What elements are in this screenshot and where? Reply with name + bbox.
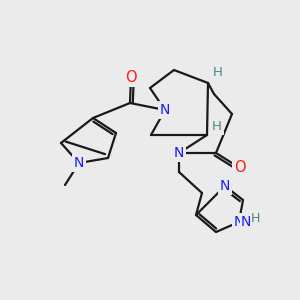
Text: N: N bbox=[174, 146, 184, 160]
Text: N: N bbox=[160, 103, 170, 117]
Text: H: H bbox=[213, 65, 223, 79]
Text: H: H bbox=[251, 212, 260, 226]
Text: H: H bbox=[212, 121, 222, 134]
Text: O: O bbox=[125, 70, 137, 86]
Text: N: N bbox=[241, 215, 251, 229]
Text: N: N bbox=[234, 215, 244, 229]
Text: ~H: ~H bbox=[244, 212, 262, 224]
Text: N: N bbox=[74, 156, 84, 170]
Text: N: N bbox=[160, 103, 170, 117]
Text: N: N bbox=[220, 179, 230, 193]
Text: N: N bbox=[174, 146, 184, 160]
Text: O: O bbox=[234, 160, 246, 175]
Text: H: H bbox=[212, 121, 222, 134]
Text: O: O bbox=[125, 70, 137, 86]
Text: O: O bbox=[234, 160, 246, 175]
Text: N: N bbox=[220, 179, 230, 193]
Text: N: N bbox=[74, 156, 84, 170]
Text: H: H bbox=[213, 65, 223, 79]
